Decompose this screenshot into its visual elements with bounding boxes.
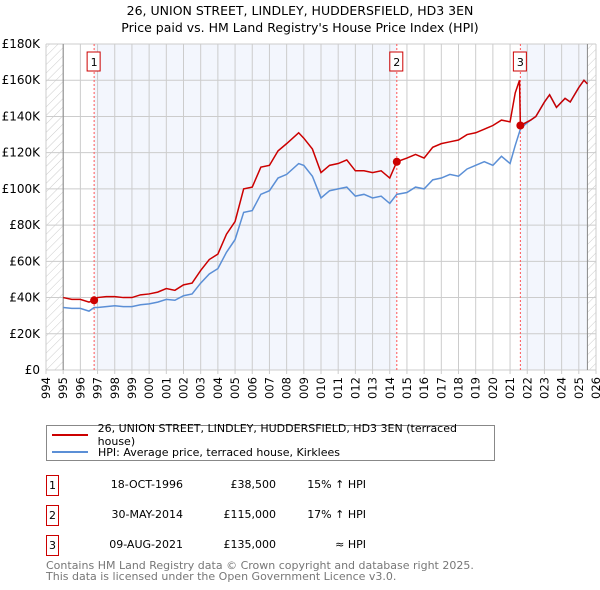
- hatched-region-before: [46, 44, 64, 371]
- x-tick-label: 2005: [228, 377, 242, 400]
- x-tick-label: 1997: [91, 377, 105, 400]
- sale-point: [392, 157, 401, 166]
- x-tick-label: 2009: [297, 377, 311, 400]
- x-tick-label: 2026: [589, 377, 600, 400]
- sale-badge: 1: [46, 475, 59, 496]
- sale-marker-label: 1: [91, 56, 98, 69]
- x-tick-label: 2015: [400, 377, 414, 400]
- y-tick-label: £80K: [9, 218, 41, 232]
- x-tick-label: 2011: [331, 377, 345, 400]
- plot-area: 1994 1995 1996 1997 1998 1999 2000 2001 2002 2003…: [2, 37, 600, 400]
- legend-hpi-label: HPI: Average price, terraced house, Kirk…: [98, 445, 341, 459]
- sale-marker-box: [512, 51, 527, 72]
- x-tick-label: 1999: [125, 377, 139, 400]
- sale-price: £38,500: [230, 478, 277, 491]
- footer-line-2: This data is licensed under the Open Gov…: [46, 570, 397, 583]
- y-tick-label: £0: [25, 363, 40, 377]
- x-tick-label: 2006: [245, 377, 259, 400]
- x-tick-label: 2008: [280, 377, 294, 400]
- x-tick-label: 2010: [314, 377, 328, 400]
- x-tick-label: 2024: [555, 377, 569, 400]
- x-tick-label: 2004: [211, 377, 225, 400]
- legend-property-swatch: [52, 434, 88, 436]
- y-tick-label: £160K: [2, 73, 42, 87]
- x-tick-label: 2021: [503, 377, 517, 400]
- shaded-band: [94, 44, 397, 371]
- sale-row: 3 09-AUG-2021 £135,000 ≈ HPI: [46, 535, 446, 556]
- x-tick-label: 1998: [108, 377, 122, 400]
- sale-marker-box: [389, 51, 404, 72]
- sale-hpi-comparison: 17% ↑ HPI: [307, 508, 366, 521]
- y-tick-label: £20K: [9, 327, 41, 341]
- sale-point: [90, 296, 99, 305]
- sale-row: 2 30-MAY-2014 £115,000 17% ↑ HPI: [46, 505, 446, 526]
- x-tick-label: 2014: [383, 377, 397, 400]
- x-tick-label: 2007: [262, 377, 276, 400]
- sale-point: [516, 121, 525, 130]
- sale-date: 30-MAY-2014: [111, 508, 183, 521]
- x-tick-label: 2019: [469, 377, 483, 400]
- x-tick-label: 2022: [520, 377, 534, 400]
- sale-price: £135,000: [223, 538, 277, 551]
- sale-marker-label: 3: [517, 56, 524, 69]
- chart-subtitle: Price paid vs. HM Land Registry's House …: [121, 20, 479, 35]
- y-tick-label: £180K: [2, 37, 42, 51]
- y-tick-label: £40K: [9, 291, 41, 305]
- sale-badge: 3: [46, 535, 59, 556]
- x-tick-label: 2001: [159, 377, 173, 400]
- x-tick-label: 2012: [348, 377, 362, 400]
- sale-badge: 2: [46, 505, 59, 526]
- footer-line-1: Contains HM Land Registry data © Crown c…: [46, 559, 474, 572]
- hatched-region-after: [587, 44, 596, 371]
- sale-marker-box: [86, 51, 101, 72]
- x-tick-label: 2017: [434, 377, 448, 400]
- x-tick-label: 2018: [452, 377, 466, 400]
- shaded-band: [520, 44, 588, 371]
- sale-date: 18-OCT-1996: [110, 478, 183, 491]
- x-tick-label: 1995: [56, 377, 70, 400]
- sale-price: £115,000: [223, 508, 277, 521]
- y-tick-label: £60K: [9, 254, 41, 268]
- y-tick-label: £140K: [2, 109, 42, 123]
- property-line: [63, 79, 588, 303]
- y-tick-label: £120K: [2, 146, 42, 160]
- sale-hpi-comparison: 15% ↑ HPI: [307, 478, 366, 491]
- y-tick-label: £100K: [2, 182, 42, 196]
- x-tick-label: 2003: [194, 377, 208, 400]
- x-tick-label: 1996: [73, 377, 87, 400]
- x-tick-label: 2023: [537, 377, 551, 400]
- x-tick-label: 2025: [572, 377, 586, 400]
- x-tick-label: 1994: [39, 377, 53, 400]
- x-tick-label: 2016: [417, 377, 431, 400]
- legend-property-label: 26, UNION STREET, LINDLEY, HUDDERSFIELD,…: [97, 422, 457, 448]
- legend: 26, UNION STREET, LINDLEY, HUDDERSFIELD,…: [46, 422, 495, 461]
- x-tick-label: 2002: [177, 377, 191, 400]
- x-tick-label: 2000: [142, 377, 156, 400]
- chart-title: 26, UNION STREET, LINDLEY, HUDDERSFIELD,…: [126, 3, 474, 18]
- sale-date: 09-AUG-2021: [109, 538, 183, 551]
- x-tick-label: 2020: [486, 377, 500, 400]
- legend-hpi-swatch: [52, 451, 88, 453]
- x-tick-label: 2013: [366, 377, 380, 400]
- footer: Contains HM Land Registry data © Crown c…: [46, 560, 474, 582]
- sale-row: 1 18-OCT-1996 £38,500 15% ↑ HPI: [46, 475, 446, 496]
- sale-marker-label: 2: [393, 56, 400, 69]
- sale-hpi-comparison: ≈ HPI: [335, 538, 366, 551]
